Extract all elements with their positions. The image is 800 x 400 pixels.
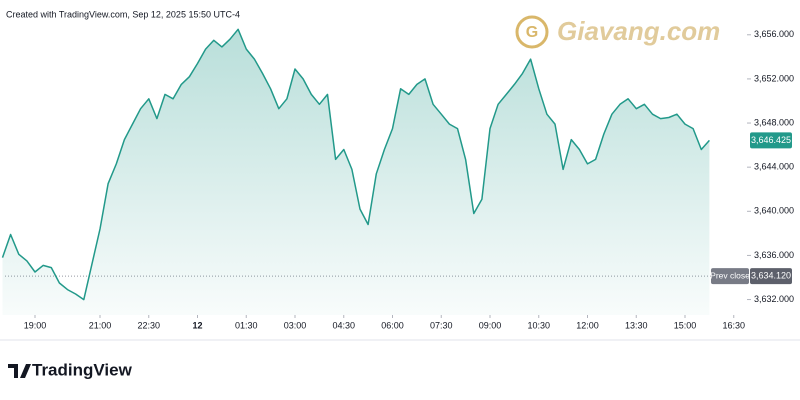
x-tick-label: 06:00	[381, 320, 404, 330]
y-tick-label: 3,636.000	[754, 250, 794, 260]
y-tick-label: 3,644.000	[754, 162, 794, 172]
y-tick-label: 3,652.000	[754, 73, 794, 83]
header: Created with TradingView.com, Sep 12, 20…	[6, 9, 240, 19]
prev-close-name-bg	[711, 268, 749, 285]
watermark: Giavang.com	[557, 16, 720, 46]
last-price-label: 3,646.425	[751, 135, 791, 145]
footer-brand: TradingView	[32, 360, 133, 379]
x-tick-label: 01:30	[235, 320, 258, 330]
x-tick-label: 19:00	[24, 320, 47, 330]
x-tick-label: 12:00	[576, 320, 599, 330]
footer-logo	[8, 364, 31, 378]
x-tick-label: 22:30	[137, 320, 160, 330]
svg-text:G: G	[526, 24, 538, 41]
x-tick-label: 09:00	[479, 320, 502, 330]
last-price-tag	[750, 132, 792, 149]
y-tick-label: 3,632.000	[754, 294, 794, 304]
x-tick-label: 10:30	[527, 320, 550, 330]
area	[2, 29, 710, 316]
x-tick-label: 03:00	[284, 320, 307, 330]
x-tick-label: 13:30	[625, 320, 648, 330]
x-tick-label: 16:30	[722, 320, 745, 330]
x-tick-label: 12	[192, 320, 202, 330]
x-tick-label: 21:00	[89, 320, 112, 330]
prev-close-name: Prev close	[710, 270, 750, 280]
prev-close-label: 3,634.120	[751, 271, 791, 281]
price-line	[1, 28, 710, 301]
y-tick-label: 3,648.000	[754, 117, 794, 127]
x-tick-label: 07:30	[430, 320, 453, 330]
x-tick-label: 04:30	[332, 320, 355, 330]
x-tick-label: 15:00	[674, 320, 697, 330]
prev-close-tag	[750, 268, 792, 285]
watermark-logo: G	[515, 15, 549, 49]
y-tick-label: 3,656.000	[754, 29, 794, 39]
y-tick-label: 3,640.000	[754, 206, 794, 216]
